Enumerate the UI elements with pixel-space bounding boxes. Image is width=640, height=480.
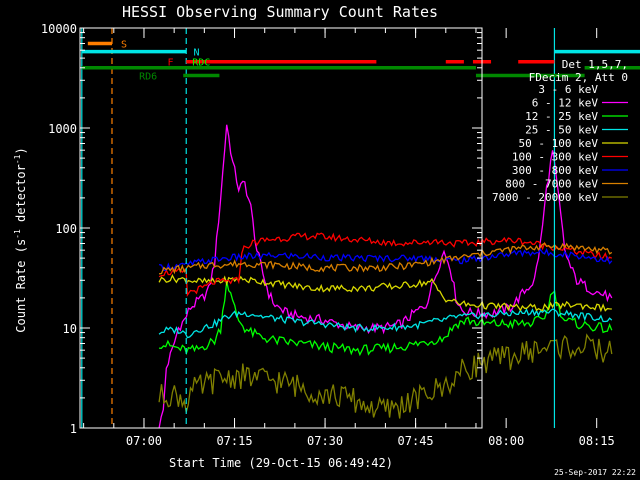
series-line-9 xyxy=(158,333,613,419)
legend-label-4: 25 - 50 keV xyxy=(525,124,598,137)
timestamp-footer: 25-Sep-2017 22:22 xyxy=(554,468,636,477)
y-tick-label-2: 10 xyxy=(63,322,77,336)
series-line-5 xyxy=(158,273,612,313)
series-line-1 xyxy=(158,174,613,281)
y-tick-label-1: 1 xyxy=(70,422,77,436)
x-tick-label-6: 08:15 xyxy=(579,434,615,448)
series-line-7 xyxy=(158,247,613,271)
flag-label-4: RDC xyxy=(192,58,210,69)
y-tick-label-4: 1000 xyxy=(48,122,77,136)
y-tick-label-5: 10000 xyxy=(41,22,77,36)
x-tick-label-5: 08:00 xyxy=(488,434,524,448)
y-axis-label: Count Rate (s-1 detector-1) xyxy=(13,147,28,332)
flag-label-6: RD6 xyxy=(139,71,157,82)
legend-header-2: FDecim 2, Att 0 xyxy=(529,71,628,84)
x-axis-label: Start Time (29-Oct-15 06:49:42) xyxy=(169,456,393,470)
y-tick-label-3: 100 xyxy=(55,222,77,236)
legend-label-2: 6 - 12 keV xyxy=(532,97,599,110)
legend-label-6: 100 - 300 keV xyxy=(512,151,598,164)
x-tick-label-1: 07:00 xyxy=(126,434,162,448)
flag-label-3: F xyxy=(168,58,174,69)
x-tick-label-2: 07:15 xyxy=(216,434,252,448)
axes: 1 10 100 1000 10000 07:00 07:15 07:30 07:45 08:00… xyxy=(41,22,615,448)
legend-label-1: 3 - 6 keV xyxy=(538,83,598,96)
legend-label-9: 7000 - 20000 keV xyxy=(492,191,598,204)
series-line-3 xyxy=(159,281,613,357)
series-layer xyxy=(158,124,613,429)
legend-header-1: Det 1,5,7, xyxy=(562,58,628,71)
x-tick-label-4: 07:45 xyxy=(398,434,434,448)
series-line-6 xyxy=(158,232,613,297)
legend-label-7: 300 - 800 keV xyxy=(512,164,598,177)
series-line-8 xyxy=(159,242,613,275)
x-tick-label-3: 07:30 xyxy=(307,434,343,448)
flag-label-2: N xyxy=(193,48,199,59)
legend-label-8: 800 - 7000 keV xyxy=(505,178,598,191)
legend-label-3: 12 - 25 keV xyxy=(525,110,598,123)
series-line-2 xyxy=(158,124,613,429)
status-flags: S N F RDC RD6 xyxy=(81,39,640,82)
series-line-4 xyxy=(158,307,613,339)
flag-label-1: S xyxy=(121,39,127,50)
legend-label-5: 50 - 100 keV xyxy=(519,137,599,150)
chart-title: HESSI Observing Summary Count Rates xyxy=(122,3,438,21)
